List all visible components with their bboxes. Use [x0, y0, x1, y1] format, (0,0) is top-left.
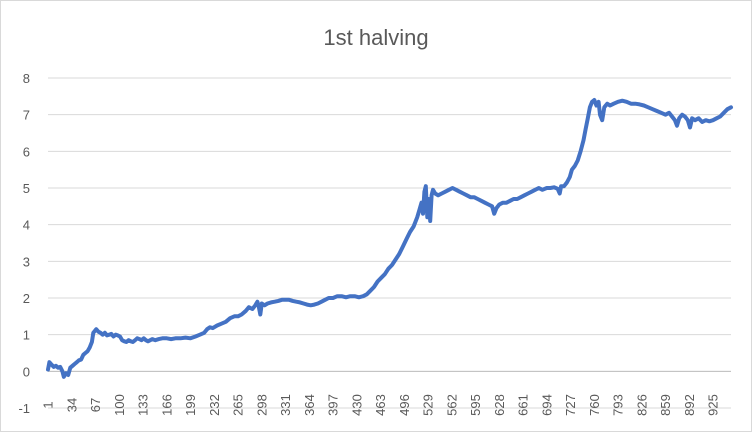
x-tick-label: 826	[634, 394, 649, 416]
x-axis-tick-labels: 1 34 67 100 133 166 199 232 265 298 331 364 397 430 46…	[41, 394, 721, 416]
x-tick-label: 1	[41, 401, 56, 408]
x-tick-label: 892	[682, 394, 697, 416]
y-tick-label: 3	[23, 254, 30, 269]
x-tick-label: 463	[373, 394, 388, 416]
y-tick-label: 7	[23, 108, 30, 123]
x-tick-label: 760	[587, 394, 602, 416]
y-axis-tick-labels: -1 0 1 2 3 4 5 6 7 8	[18, 71, 30, 416]
series-group	[46, 98, 733, 379]
x-tick-label: 727	[563, 394, 578, 416]
x-tick-label: 199	[183, 394, 198, 416]
x-tick-label: 661	[516, 394, 531, 416]
x-tick-label: 694	[539, 394, 554, 416]
y-tick-label: 0	[23, 364, 30, 379]
x-tick-label: 232	[207, 394, 222, 416]
series-line-0	[46, 98, 733, 379]
x-tick-label: 166	[159, 394, 174, 416]
x-tick-label: 562	[444, 394, 459, 416]
x-tick-label: 793	[611, 394, 626, 416]
x-tick-label: 100	[112, 394, 127, 416]
x-tick-label: 298	[254, 394, 269, 416]
y-tick-label: -1	[18, 401, 30, 416]
x-tick-label: 265	[231, 394, 246, 416]
y-tick-label: 8	[23, 71, 30, 86]
x-tick-label: 925	[706, 394, 721, 416]
y-tick-label: 5	[23, 181, 30, 196]
x-tick-label: 859	[658, 394, 673, 416]
x-tick-label: 364	[302, 394, 317, 416]
y-tick-label: 2	[23, 291, 30, 306]
y-tick-label: 6	[23, 144, 30, 159]
x-tick-label: 397	[326, 394, 341, 416]
gridlines	[48, 77, 731, 409]
x-tick-label: 628	[492, 394, 507, 416]
chart-title: 1st halving	[323, 25, 428, 50]
y-tick-label: 4	[23, 218, 30, 233]
x-tick-label: 331	[278, 394, 293, 416]
x-tick-label: 67	[88, 398, 103, 412]
y-tick-label: 1	[23, 328, 30, 343]
x-tick-label: 34	[64, 398, 79, 412]
x-tick-label: 430	[349, 394, 364, 416]
x-tick-label: 595	[468, 394, 483, 416]
x-tick-label: 133	[136, 394, 151, 416]
x-tick-label: 496	[397, 394, 412, 416]
x-tick-label: 529	[421, 394, 436, 416]
